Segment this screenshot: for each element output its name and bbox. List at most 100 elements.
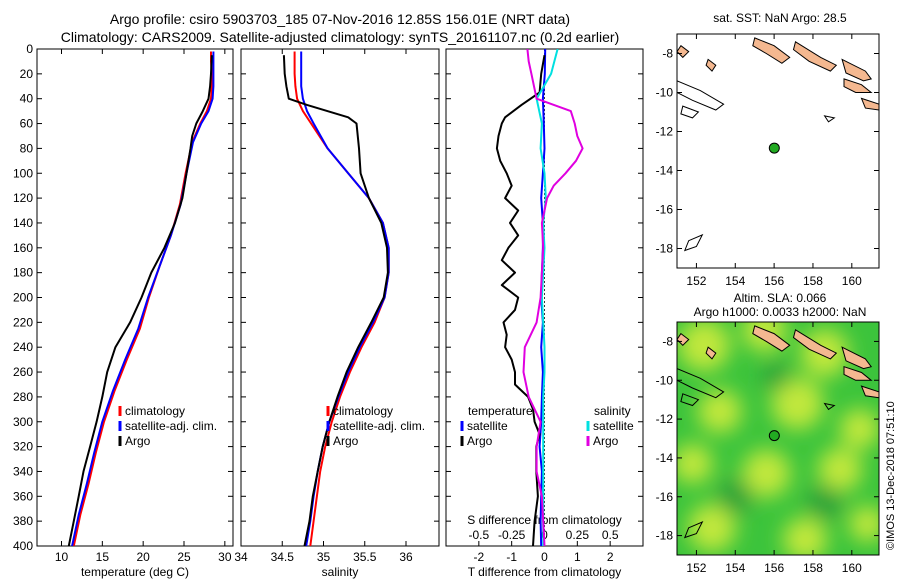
sla-high-blob — [771, 377, 824, 430]
difference-panel: -2 -1 0 1 2-0.5 -0.25 0 0.25 0.5S difference fro… — [445, 48, 644, 579]
series-line-t-argo — [495, 55, 546, 546]
x-axis-label: T difference from climatology — [468, 565, 622, 579]
y-tick-label: 280 — [13, 390, 33, 404]
y-tick-label: 180 — [13, 266, 33, 280]
x-axis-label: temperature (deg C) — [81, 565, 189, 579]
legend-label: temperature — [468, 404, 533, 418]
map-title: sat. SST: NaN Argo: 28.5 — [713, 11, 847, 25]
salinity-panel: 34 34.5 35 35.5 36 salinity climatologysatelli… — [234, 48, 440, 579]
y-tick-label: -10 — [656, 86, 674, 100]
x-tick-label: 15 — [96, 550, 110, 564]
y-tick-label: 100 — [13, 166, 33, 180]
sla-high-blob — [839, 408, 879, 449]
reef-outline — [683, 521, 704, 539]
reef-outline — [677, 80, 725, 111]
y-tick-label: 380 — [13, 514, 33, 528]
y-tick-label: 340 — [13, 464, 33, 478]
sst-map-panel: 152 154 156 158 160 -8 -10 -12 -14 -16 -18 sat. SST… — [656, 11, 880, 288]
y-tick-label: 320 — [13, 440, 33, 454]
reef-outline — [823, 115, 836, 123]
sla-high-blob — [742, 449, 791, 498]
sla-high-blob — [783, 517, 828, 555]
temperature-panel: 0 20 40 60 80 100 120 140 160 180 200 220 240 260 280 3… — [13, 42, 234, 579]
legend-label: salinity — [594, 404, 631, 418]
legend-label: satellite — [593, 419, 634, 433]
map-frame — [676, 321, 880, 556]
argo-location-marker — [768, 142, 780, 154]
series-line-s-argo — [522, 49, 584, 546]
x-tick-label: 2 — [607, 550, 614, 564]
x-tick-label: 30 — [218, 550, 232, 564]
series-group — [67, 51, 215, 546]
plot-frame — [36, 48, 234, 547]
y-tick-label: 60 — [20, 117, 34, 131]
y-tick-label: 120 — [13, 191, 33, 205]
sla-high-blob — [849, 505, 879, 542]
top-x-tick-label: -0.5 — [468, 528, 489, 542]
y-tick-label: 200 — [13, 291, 33, 305]
island — [752, 37, 791, 64]
x-tick-label: 156 — [764, 561, 784, 575]
island — [792, 41, 838, 72]
legend-label: climatology — [333, 404, 393, 418]
island — [841, 346, 873, 370]
x-tick-label: 25 — [177, 550, 191, 564]
figure-title-line2: Climatology: CARS2009. Satellite-adjuste… — [61, 29, 619, 45]
top-x-tick-label: 0.5 — [602, 528, 619, 542]
plot-frame — [240, 48, 440, 547]
island — [843, 366, 873, 381]
sla-low-blob — [806, 484, 843, 521]
y-tick-label: 220 — [13, 315, 33, 329]
x-tick-label: 160 — [842, 561, 862, 575]
series-line-argo — [67, 55, 213, 546]
series-group — [282, 51, 390, 546]
x-tick-label: 152 — [686, 274, 706, 288]
y-tick-label: 20 — [20, 67, 34, 81]
y-tick-label: -8 — [662, 334, 673, 348]
top-x-tick-label: 0.25 — [566, 528, 590, 542]
y-tick-label: 140 — [13, 216, 33, 230]
series-line-satellite-adj-clim- — [71, 51, 215, 546]
legend-label: Argo — [467, 434, 493, 448]
sla-high-blob — [677, 443, 713, 484]
y-tick-label: -12 — [656, 125, 674, 139]
sla-map-panel: 152 154 156 158 160 -8 -10 -12 -14 -16 -18 Altim. S… — [656, 291, 880, 575]
island — [860, 385, 879, 399]
x-tick-label: 34 — [234, 550, 248, 564]
island — [792, 329, 838, 360]
sla-low-blob — [717, 478, 754, 515]
island — [843, 78, 873, 93]
legend-label: Argo — [593, 434, 619, 448]
map-title: Altim. SLA: 0.066 — [734, 291, 827, 305]
y-tick-label: 160 — [13, 241, 33, 255]
legend-label: satellite-adj. clim. — [125, 419, 217, 433]
x-tick-label: 10 — [55, 550, 69, 564]
x-tick-label: 35 — [317, 550, 331, 564]
island — [841, 58, 873, 82]
series-line-argo — [282, 55, 389, 546]
x-tick-label: 152 — [686, 561, 706, 575]
island — [705, 346, 717, 360]
y-tick-label: 240 — [13, 340, 33, 354]
series-line-s-satellite — [535, 49, 559, 546]
island — [677, 44, 690, 59]
y-tick-label: -16 — [656, 490, 674, 504]
y-tick-label: -18 — [656, 242, 674, 256]
sla-high-blob — [687, 503, 736, 552]
reef-outline — [683, 233, 704, 252]
x-tick-label: 160 — [842, 274, 862, 288]
y-tick-label: 300 — [13, 415, 33, 429]
island — [752, 325, 791, 352]
y-tick-label: -14 — [656, 164, 674, 178]
reef-outline — [680, 105, 700, 119]
top-x-axis-label: S difference from climatology — [467, 513, 622, 527]
y-tick-label: 0 — [26, 42, 33, 56]
x-tick-label: -1 — [506, 550, 517, 564]
y-tick-label: 80 — [20, 141, 34, 155]
y-tick-label: 400 — [13, 539, 33, 553]
legend-label: satellite-adj. clim. — [333, 419, 425, 433]
argo-location-marker — [768, 430, 780, 442]
imos-watermark: ©IMOS 13-Dec-2018 07:51:10 — [885, 401, 897, 550]
x-axis-label: salinity — [322, 565, 359, 579]
sla-low-blob — [762, 362, 791, 391]
